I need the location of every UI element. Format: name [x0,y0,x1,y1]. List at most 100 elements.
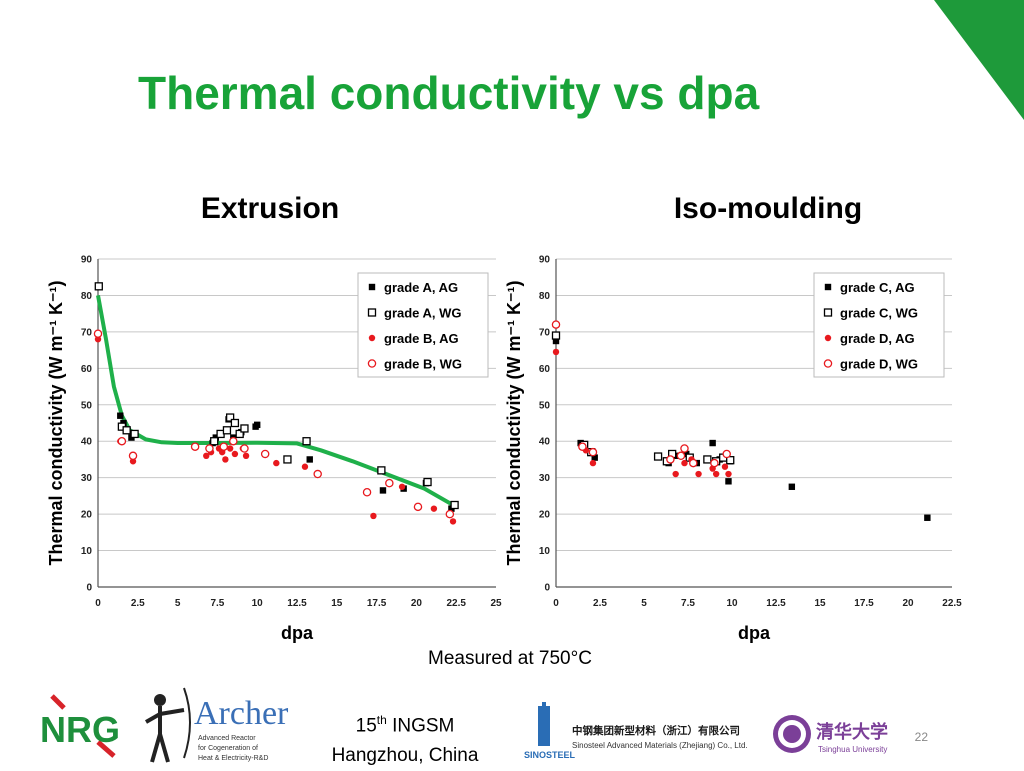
data-point [430,505,438,512]
data-point [449,518,457,525]
data-point [306,456,313,463]
data-point [240,444,249,453]
archer-subtitle-1: Advanced Reactor [198,735,256,742]
x-tick-label: 0 [95,598,101,609]
sinosteel-mark-icon [538,702,550,746]
data-point [666,455,675,464]
conference-name: 15th INGSM [355,713,455,737]
iso-moulding-chart: 0 10 20 30 40 50 60 70 80 90 0 2.5 5 7.5 10 12.5 15 17.5 2… [504,255,962,644]
legend-box [357,272,489,378]
conference-info: 15th INGSM Hangzhou, China [300,705,510,771]
legend-label: grade B, AG [384,331,459,346]
archer-figure-icon: Archer Advanced Reactor for Cogeneration… [145,687,289,763]
x-tick-label: 17.5 [854,598,874,609]
data-point [254,421,261,429]
chart-title-extrusion: Extrusion [200,192,340,225]
data-point [94,282,103,291]
data-point [230,418,240,428]
sinosteel-name-cn: 中钢集团新型材料（浙江）有限公司 [572,724,740,737]
legend-marker [367,308,377,317]
y-tick-label: 90 [539,255,551,266]
data-point [551,320,561,329]
data-point [552,348,560,356]
archer-subtitle-2: for Cogeneration of [198,745,258,752]
data-point [203,452,210,459]
data-point [240,424,249,433]
sinosteel-name-en: Sinosteel Advanced Materials (Zhejiang) … [572,741,748,750]
archer-logo-text: Archer [194,695,289,732]
legend: grade A, AG grade A, WG grade B, AG grade B… [357,272,489,378]
y-axis-label: Thermal conductivity (W m⁻¹ K⁻¹) [46,280,66,565]
y-tick-label: 50 [539,400,551,411]
tsinghua-logo: 清华大学 Tsinghua University [773,715,888,754]
x-tick-label: 7.5 [210,598,224,609]
conference-location: Hangzhou, China [331,745,479,767]
legend-label: grade C, WG [840,306,918,321]
x-tick-label: 10 [726,598,738,609]
data-point [551,331,561,340]
x-tick-label: 5 [641,598,647,609]
slide-title: Thermal conductivity vs dpa [138,67,760,119]
y-tick-label: 30 [539,473,551,484]
data-point [117,436,127,446]
data-point [695,470,702,478]
extrusion-chart: 0 10 20 30 40 50 60 70 80 90 0 2.5 5 7.5 10 12.5 15 17.5 2… [46,255,502,644]
data-point [231,450,239,458]
y-tick-label: 70 [81,327,93,338]
x-tick-label: 10 [252,598,264,609]
data-point [591,454,598,461]
data-point [210,437,219,446]
data-point [710,458,719,468]
sinosteel-mark-text: SINOSTEEL [524,750,576,760]
data-point [578,442,587,451]
data-point [219,442,229,451]
y-tick-label: 20 [81,510,93,521]
page-number: 22 [914,730,928,744]
data-point [225,413,235,422]
legend-label: grade D, WG [840,357,918,372]
y-tick-label: 50 [81,400,93,411]
data-point [222,456,229,463]
data-point [235,429,244,439]
data-point [924,514,931,521]
legend-label: grade B, WG [384,357,462,372]
data-point [725,478,732,485]
data-point [588,447,598,457]
series-grade-d-ag [552,348,732,478]
data-point [260,449,270,459]
x-axis-label: dpa [281,623,314,643]
data-point [398,483,406,490]
data-point [385,478,394,488]
data-point [413,502,423,512]
data-point [721,463,729,470]
x-tick-label: 17.5 [367,598,387,609]
tsinghua-name-cn: 清华大学 [816,721,888,743]
data-point [722,449,731,459]
data-point [589,459,597,467]
legend-marker [824,334,832,342]
y-tick-label: 0 [544,583,550,594]
y-tick-label: 20 [539,510,551,521]
legend-box [813,272,945,378]
measurement-caption: Measured at 750°C [428,648,592,669]
y-tick-label: 80 [81,291,93,302]
data-point [302,437,311,446]
data-point [130,429,139,439]
nrg-logo: NRG [40,694,120,758]
sinosteel-logo: SINOSTEEL 中钢集团新型材料（浙江）有限公司 Sinosteel Adv… [524,702,748,760]
series-grade-d-wg [551,320,731,468]
data-point [128,451,138,461]
x-tick-label: 7.5 [681,598,695,609]
data-point [242,452,250,459]
legend-label: grade C, AG [840,280,915,295]
x-tick-label: 22.5 [446,598,466,609]
data-point [226,445,234,452]
y-tick-label: 60 [539,364,551,375]
archer-subtitle-3: Heat & Electricity-R&D [198,755,268,762]
y-tick-label: 0 [86,583,92,594]
x-tick-label: 2.5 [593,598,607,609]
legend-marker [823,359,833,368]
nrg-logo-text: NRG [40,709,120,750]
x-axis-label: dpa [738,623,771,643]
data-point [450,500,459,510]
